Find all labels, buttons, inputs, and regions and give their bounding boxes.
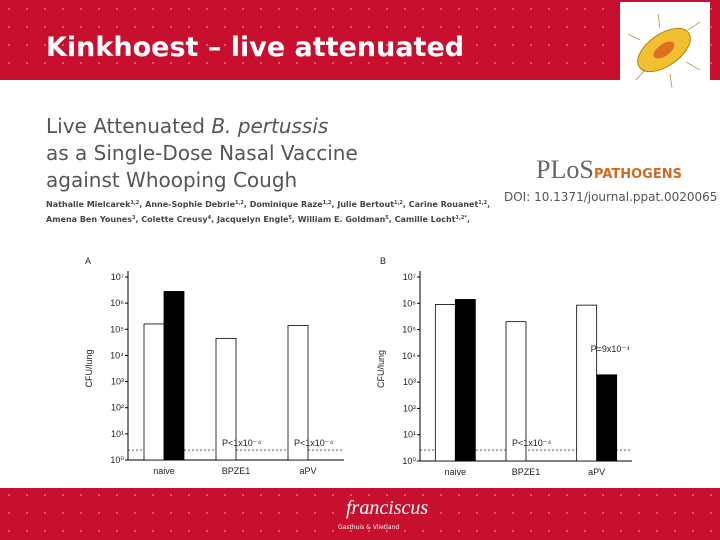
author-separator: ,: [487, 200, 490, 209]
author-name: Jacquelyn Engle: [216, 215, 289, 224]
paper-title-line: Live Attenuated: [46, 114, 205, 138]
chart: A CFU/lung 10⁰ 10¹ 10² 10³ 10⁴ 10⁵ 10⁶ 10⁷ naive BP…: [84, 256, 344, 476]
author-name: Anne-Sophie Debrie: [145, 200, 235, 209]
x-tick-label: BPZE1: [512, 467, 541, 477]
annotation: P=9x10⁻⁴: [591, 344, 631, 354]
bar: [215, 337, 237, 461]
author-separator: ,: [211, 215, 214, 224]
doi: DOI: 10.1371/journal.ppat.0020065: [504, 190, 717, 204]
y-tick-label: 10⁷: [403, 272, 416, 282]
paper-title: Live Attenuated B. pertussis: [46, 114, 328, 138]
y-tick-label: 10³: [111, 377, 124, 387]
author-separator: ,: [403, 200, 406, 209]
author-name: Camille Locht: [395, 215, 456, 224]
y-tick-label: 10²: [111, 403, 124, 413]
author-affiliation: 1,2: [323, 200, 332, 206]
bar: [434, 304, 456, 462]
y-tick-label: 10⁴: [402, 351, 416, 361]
y-axis-label: CFU/lung: [376, 350, 386, 388]
journal-plos: PLoS: [536, 155, 594, 184]
y-tick-label: 10¹: [403, 430, 416, 440]
author-affiliation: 1,2*: [456, 215, 468, 221]
author-name: William E. Goldman: [298, 215, 386, 224]
author-name: Amena Ben Younes: [46, 215, 132, 224]
paper-title-line: against Whooping Cough: [46, 168, 297, 192]
author-separator: ,: [389, 215, 392, 224]
header-band: [0, 0, 720, 80]
author-separator: ,: [332, 200, 335, 209]
annotation: P<1x10⁻⁴: [222, 438, 262, 448]
author-line: Amena Ben Younes3, Colette Creusy4, Jacq…: [46, 215, 470, 224]
paper-title-italic: B. pertussis: [211, 114, 328, 138]
author-separator: ,: [139, 200, 142, 209]
author-separator: ,: [292, 215, 295, 224]
authors: Nathalie Mielcarek1,2, Anne-Sophie Debri…: [46, 200, 490, 224]
x-tick-label: naive: [153, 466, 175, 476]
y-tick-label: 10³: [403, 377, 416, 387]
author-name: Julie Bertout: [336, 200, 394, 209]
author-name: Colette Creusy: [141, 215, 208, 224]
y-tick-label: 10⁷: [111, 272, 124, 282]
y-axis-label: CFU/lung: [84, 349, 94, 387]
bar: [454, 299, 476, 462]
author-affiliation: 1,2: [235, 200, 244, 206]
author-separator: ,: [467, 215, 470, 224]
journal-name: PATHOGENS: [594, 167, 682, 182]
bar: [287, 325, 309, 461]
author-affiliation: 1,2: [394, 200, 403, 206]
y-tick-label: 10⁴: [110, 350, 124, 360]
y-tick-label: 10⁰: [402, 456, 416, 466]
author-affiliation: 1,2: [478, 200, 487, 206]
panel-label: A: [85, 256, 91, 266]
bacterium-image: [620, 2, 710, 102]
bar: [143, 323, 165, 461]
author-affiliation: 5: [385, 215, 389, 221]
bar: [163, 291, 185, 461]
y-tick-label: 10⁵: [110, 324, 124, 334]
panel-label: B: [380, 256, 386, 266]
author-affiliation: 4: [208, 215, 212, 221]
bar: [576, 304, 598, 462]
bar: [505, 321, 527, 462]
y-tick-label: 10⁶: [110, 298, 124, 308]
x-tick-label: BPZE1: [222, 466, 251, 476]
author-name: Carine Rouanet: [409, 200, 479, 209]
annotation: P<1x10⁻⁴: [512, 438, 552, 448]
y-tick-label: 10²: [403, 403, 416, 413]
footer-band: [0, 488, 720, 540]
paper-title-line: as a Single-Dose Nasal Vaccine: [46, 141, 358, 165]
author-affiliation: 5: [288, 215, 292, 221]
y-tick-label: 10⁵: [402, 325, 416, 335]
author-affiliation: 1,2: [130, 200, 139, 206]
footer-sub: Gasthuis & Vlietland: [338, 524, 399, 531]
bar: [596, 374, 618, 462]
x-tick-label: aPV: [299, 466, 316, 476]
author-line: Nathalie Mielcarek1,2, Anne-Sophie Debri…: [46, 200, 490, 209]
author-separator: ,: [244, 200, 247, 209]
chart: B CFU/lung 10⁰ 10¹ 10² 10³ 10⁴ 10⁵ 10⁶ 10⁷ naive BP…: [376, 256, 632, 477]
x-tick-label: naive: [445, 467, 467, 477]
y-tick-label: 10¹: [111, 429, 124, 439]
footer-brand: franciscus: [346, 497, 428, 519]
slide-title: Kinkhoest – live attenuated: [46, 32, 464, 63]
author-name: Dominique Raze: [250, 200, 324, 209]
x-tick-label: aPV: [588, 467, 605, 477]
y-tick-label: 10⁶: [402, 298, 416, 308]
author-affiliation: 3: [132, 215, 136, 221]
author-separator: ,: [135, 215, 138, 224]
annotation: P<1x10⁻⁴: [294, 438, 334, 448]
y-tick-label: 10⁰: [110, 455, 124, 465]
author-name: Nathalie Mielcarek: [46, 200, 131, 209]
